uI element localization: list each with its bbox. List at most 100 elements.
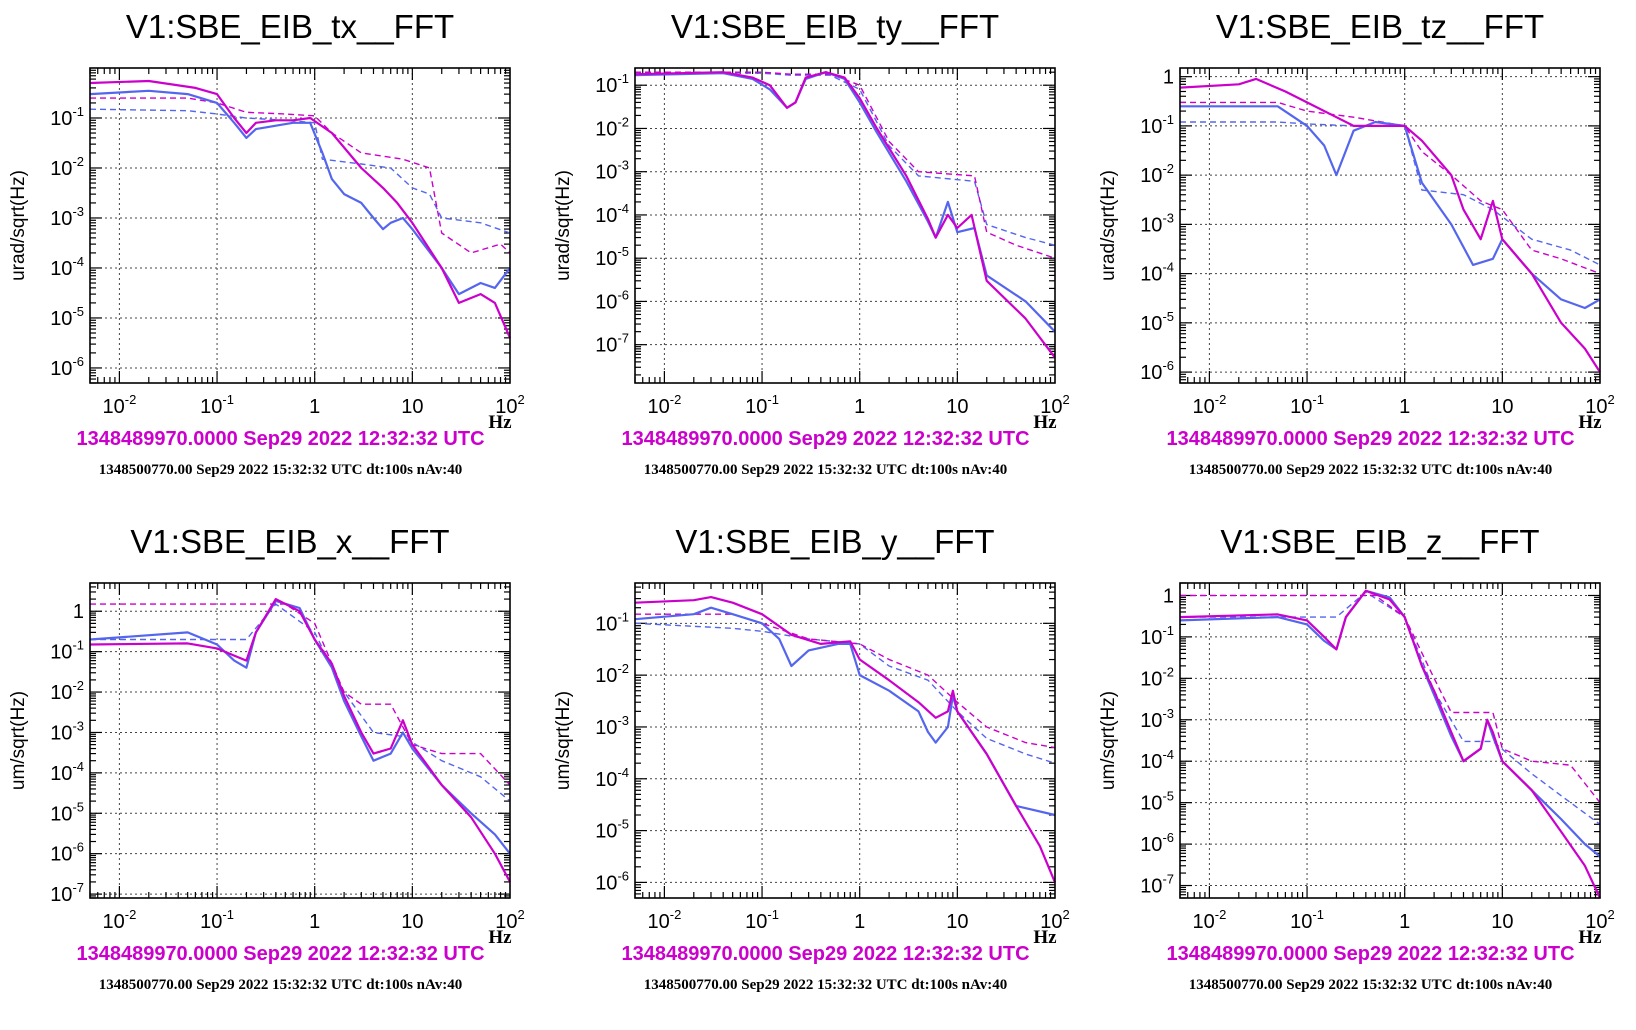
series-reference-solid [634, 596, 1057, 883]
axis-ticks [634, 68, 1055, 383]
y-tick-label: 1 [1163, 585, 1174, 607]
x-tick-label: 1 [1399, 911, 1410, 933]
y-tick-label: 10-7 [50, 880, 84, 906]
x-tick-label: 10 [946, 396, 968, 418]
y-tick-label: 10-4 [1140, 747, 1174, 773]
series-group [1179, 589, 1601, 899]
y-tick-label: 10-5 [1140, 789, 1174, 815]
series-reference-dashed [1180, 101, 1601, 275]
current-timestamp: 1348500770.00 Sep29 2022 15:32:32 UTC dt… [644, 977, 1007, 993]
series-group [89, 598, 511, 883]
plot-frame [1179, 582, 1601, 899]
y-tick-label: 10-4 [595, 201, 629, 227]
series-current-dashed [1180, 591, 1601, 825]
y-tick-label: 10-2 [595, 114, 629, 140]
chart-svg: V1:SBE_EIB_z__FFT um/sqrt(Hz) 10-2 10-1 1 10 1… [1098, 523, 1615, 993]
reference-timestamp: 1348489970.0000 Sep29 2022 12:32:32 UTC [76, 943, 484, 965]
x-axis-unit: Hz [1578, 412, 1602, 433]
series-reference-solid [89, 598, 511, 883]
x-axis-unit: Hz [1578, 927, 1602, 948]
plot-frame [1179, 67, 1601, 384]
x-tick-label: 1 [309, 911, 320, 933]
x-axis-unit: Hz [1033, 412, 1057, 433]
x-tick-label: 1 [854, 911, 865, 933]
y-tick-label: 10-5 [595, 244, 629, 270]
x-tick-label: 10-2 [647, 392, 681, 418]
series-current-dashed [90, 603, 511, 802]
series-reference-solid [89, 79, 512, 339]
plot-frame [89, 582, 511, 899]
y-tick-label: 10-4 [1140, 260, 1174, 286]
x-tick-label: 10-1 [200, 907, 234, 933]
series-current-dashed [89, 108, 511, 234]
series-group [634, 596, 1057, 883]
y-tick-label: 10-6 [595, 287, 629, 313]
current-timestamp: 1348500770.00 Sep29 2022 15:32:32 UTC dt… [644, 462, 1007, 478]
x-tick-label: 10-2 [1192, 392, 1226, 418]
y-tick-label: 10-2 [50, 678, 84, 704]
y-tick-label: 10-3 [50, 204, 84, 230]
y-tick-label: 10-1 [595, 609, 629, 635]
grid [1180, 68, 1600, 383]
y-tick-label: 10-1 [1140, 112, 1174, 138]
x-tick-label: 10-1 [1290, 392, 1324, 418]
y-tick-label: 10-3 [595, 713, 629, 739]
chart-title: V1:SBE_EIB_tx__FFT [126, 8, 454, 45]
x-tick-label: 102 [495, 907, 524, 933]
y-tick-label: 10-3 [595, 158, 629, 184]
y-tick-label: 10-6 [595, 868, 629, 894]
x-tick-label: 10-1 [745, 907, 779, 933]
reference-timestamp: 1348489970.0000 Sep29 2022 12:32:32 UTC [621, 943, 1029, 965]
series-group [634, 71, 1056, 359]
x-axis-unit: Hz [1033, 927, 1057, 948]
series-reference-dashed [1180, 594, 1601, 804]
series-reference-dashed [635, 613, 1056, 749]
fft-panel-tx: V1:SBE_EIB_tx__FFT urad/sqrt(Hz) 10-2 10-1 1… [0, 0, 545, 515]
series-reference-dashed [635, 71, 1056, 259]
y-axis-label: urad/sqrt(Hz) [553, 170, 574, 281]
y-tick-label: 10-4 [595, 765, 629, 791]
reference-timestamp: 1348489970.0000 Sep29 2022 12:32:32 UTC [621, 428, 1029, 450]
x-tick-label: 10 [401, 396, 423, 418]
chart-title: V1:SBE_EIB_x__FFT [130, 523, 449, 560]
chart-title: V1:SBE_EIB_z__FFT [1220, 523, 1539, 560]
chart-title: V1:SBE_EIB_y__FFT [675, 523, 994, 560]
y-tick-label: 10-2 [595, 661, 629, 687]
y-tick-label: 10-6 [50, 354, 84, 380]
grid [90, 68, 510, 383]
x-tick-label: 102 [1040, 907, 1069, 933]
fft-panel-y: V1:SBE_EIB_y__FFT um/sqrt(Hz) 10-2 10-1 1 10 1… [545, 515, 1090, 1030]
y-tick-label: 10-4 [50, 254, 84, 280]
y-tick-label: 1 [1163, 67, 1174, 89]
fft-panel-z: V1:SBE_EIB_z__FFT um/sqrt(Hz) 10-2 10-1 1 10 1… [1090, 515, 1635, 1030]
y-tick-label: 10-3 [50, 718, 84, 744]
x-tick-label: 1 [309, 396, 320, 418]
series-group [89, 79, 512, 339]
x-tick-label: 10 [1491, 911, 1513, 933]
y-axis-label: urad/sqrt(Hz) [1098, 170, 1119, 281]
y-tick-label: 10-1 [595, 71, 629, 97]
series-current-solid [634, 71, 1056, 333]
series-current-solid [634, 606, 1056, 817]
x-tick-label: 10-2 [102, 392, 136, 418]
x-tick-label: 102 [1585, 907, 1614, 933]
series-current-solid [1179, 589, 1601, 858]
axis-ticks [89, 582, 510, 899]
y-tick-label: 1 [73, 601, 84, 623]
x-axis-unit: Hz [488, 412, 512, 433]
x-tick-label: 10 [1491, 396, 1513, 418]
y-tick-label: 10-2 [1140, 161, 1174, 187]
y-tick-label: 10-1 [50, 104, 84, 130]
y-tick-label: 10-5 [50, 304, 84, 330]
x-tick-label: 10-2 [102, 907, 136, 933]
y-tick-label: 10-4 [50, 759, 84, 785]
chart-svg: V1:SBE_EIB_x__FFT um/sqrt(Hz) 10-2 10-1 1 10 1… [8, 523, 525, 993]
plot-frame [634, 582, 1056, 899]
y-tick-label: 10-5 [50, 799, 84, 825]
y-tick-label: 10-6 [1140, 830, 1174, 856]
x-tick-label: 10-1 [745, 392, 779, 418]
series-reference-solid [1179, 77, 1601, 373]
x-tick-label: 10-2 [647, 907, 681, 933]
x-tick-label: 10 [401, 911, 423, 933]
x-tick-label: 102 [1040, 392, 1069, 418]
